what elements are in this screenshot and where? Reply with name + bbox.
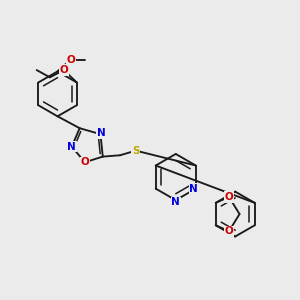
Text: O: O <box>225 226 233 236</box>
Text: O: O <box>66 55 75 64</box>
Text: O: O <box>225 192 233 202</box>
Text: S: S <box>132 146 140 156</box>
Text: N: N <box>68 142 76 152</box>
Text: N: N <box>171 197 180 207</box>
Text: O: O <box>81 157 89 167</box>
Text: N: N <box>97 128 106 139</box>
Text: O: O <box>59 65 68 75</box>
Text: N: N <box>189 184 198 194</box>
